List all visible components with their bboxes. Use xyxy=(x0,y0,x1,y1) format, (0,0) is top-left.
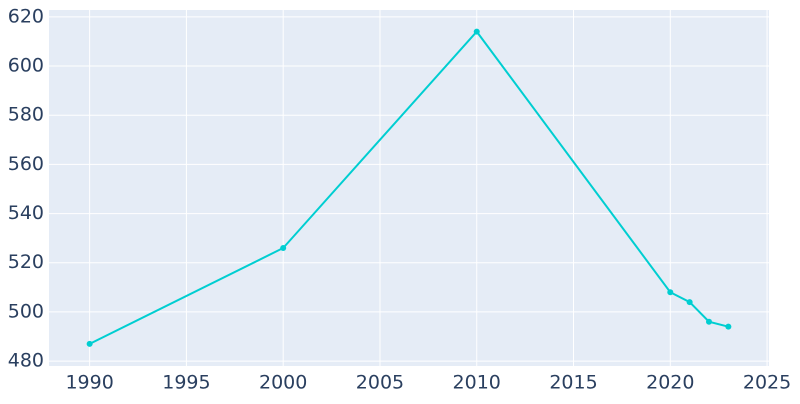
point xyxy=(86,340,93,347)
y-tick-label: 480 xyxy=(8,350,44,372)
point xyxy=(667,289,674,296)
point xyxy=(706,318,712,325)
y-tick-label: 500 xyxy=(8,300,44,322)
y-tick-label: 620 xyxy=(8,5,44,27)
x-tick-label: 2000 xyxy=(259,372,307,394)
point xyxy=(725,323,732,330)
x-tick-label: 2020 xyxy=(646,372,694,394)
x-tick-label: 1995 xyxy=(162,372,210,394)
plot-area xyxy=(49,10,769,366)
point xyxy=(473,28,480,35)
x-tick-label: 2005 xyxy=(356,372,404,394)
point xyxy=(280,244,287,251)
x-tick-label: 2010 xyxy=(453,372,501,394)
y-tick-label: 520 xyxy=(8,251,44,273)
point xyxy=(686,299,693,306)
y-tick-label: 560 xyxy=(8,153,44,175)
x-tick-label: 2015 xyxy=(549,372,597,394)
y-tick-label: 600 xyxy=(8,55,44,77)
y-tick-label: 540 xyxy=(8,202,44,224)
x-tick-label: 1990 xyxy=(65,372,113,394)
y-tick-label: 580 xyxy=(8,104,44,126)
x-tick-label: 2025 xyxy=(743,372,791,394)
